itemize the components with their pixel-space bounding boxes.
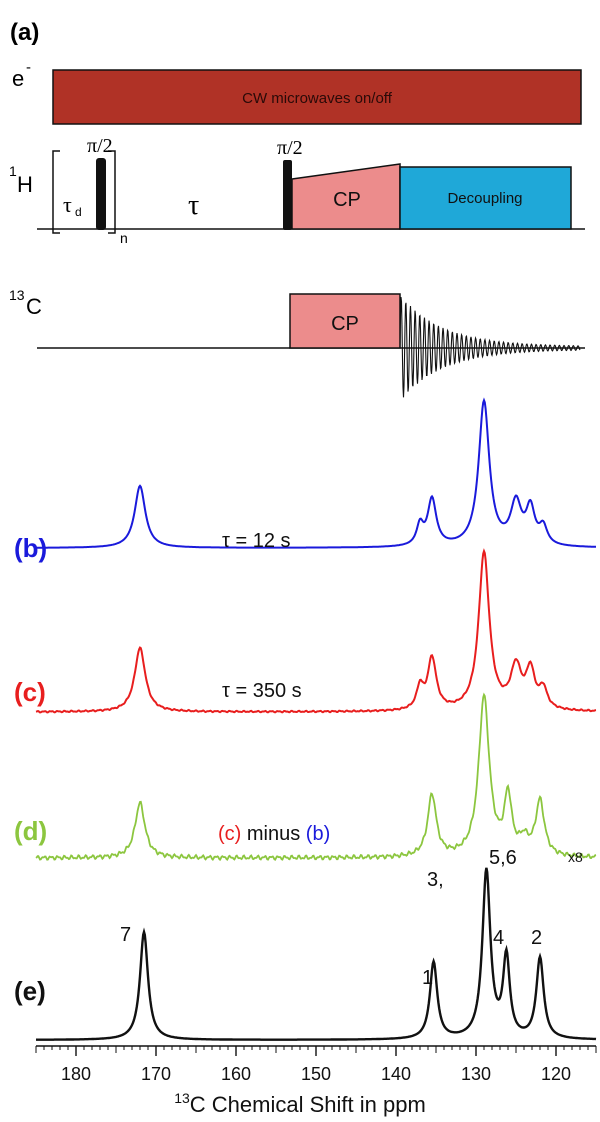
spectrum-b-annotation: τ = 12 s xyxy=(222,530,291,552)
annotation-minus: minus xyxy=(241,823,305,845)
decoupling-label: Decoupling xyxy=(447,190,522,207)
axis-label-superscript: 13 xyxy=(174,1090,190,1106)
axis-tick-label: 120 xyxy=(541,1064,571,1084)
electron-channel-superscript: - xyxy=(26,59,31,76)
spectrum-d-label: (d) xyxy=(14,816,47,846)
peak-label-7: 7 xyxy=(120,924,131,946)
axis-tick-label: 170 xyxy=(141,1064,171,1084)
scale-factor-label: x8 xyxy=(568,849,583,865)
axis-label: 13C Chemical Shift in ppm xyxy=(174,1090,426,1117)
carbon-channel-label: C xyxy=(26,294,42,319)
pi-half-pulse-2 xyxy=(283,160,292,230)
peak-label-5-6: 5,6 xyxy=(489,847,517,869)
axis-tick-label: 160 xyxy=(221,1064,251,1084)
carbon-cp-label: CP xyxy=(331,313,359,335)
carbon-channel: 13 C CP xyxy=(9,287,585,398)
fid-signal xyxy=(399,296,581,398)
spectrum-c: (c) τ = 350 s xyxy=(14,548,597,714)
panel-a-label: (a) xyxy=(10,19,39,46)
peak-label-2: 2 xyxy=(531,927,542,949)
spectrum-e-label: (e) xyxy=(14,976,46,1006)
cw-microwave-block xyxy=(52,69,582,125)
proton-channel: 1 H τ d π/2 n τ π/2 CP Decoupling xyxy=(9,135,585,246)
spectrum-c-label: (c) xyxy=(14,677,46,707)
axis-label-text: C Chemical Shift in ppm xyxy=(190,1092,426,1117)
peak-label-1: 1 xyxy=(422,967,433,989)
repeat-bracket-right xyxy=(108,150,116,234)
proton-channel-superscript: 1 xyxy=(9,163,17,179)
spectrum-d: (d) (c) minus (b) x8 xyxy=(14,692,597,865)
pi-half-pulse-1 xyxy=(96,158,106,230)
peak-label-3: 3, xyxy=(427,869,444,891)
annotation-c-ref: (c) xyxy=(218,823,241,845)
spectrum-b-label: (b) xyxy=(14,533,47,563)
spectrum-e-trace xyxy=(36,867,597,1041)
tau-d-symbol: τ xyxy=(63,192,72,217)
spectrum-d-trace xyxy=(35,692,597,862)
axis-tick-label: 150 xyxy=(301,1064,331,1084)
spectrum-d-annotation: (c) minus (b) xyxy=(218,823,330,845)
spectrum-b-trace xyxy=(36,397,596,549)
annotation-b-ref: (b) xyxy=(306,823,330,845)
axis-tick-label: 140 xyxy=(381,1064,411,1084)
carbon-cp-block xyxy=(289,293,401,349)
repeat-count-label: n xyxy=(120,230,128,246)
ppm-axis: 180 170 160 150 140 130 120 xyxy=(35,1045,597,1084)
pi-half-label-1: π/2 xyxy=(87,135,113,157)
spectrum-e: (e) 7 1 3, 5,6 4 2 xyxy=(14,847,597,1041)
axis-tick-label: 180 xyxy=(61,1064,91,1084)
tau-d-subscript: d xyxy=(75,205,82,219)
tau-delay-symbol: τ xyxy=(188,190,199,221)
electron-channel-label: e xyxy=(12,66,24,91)
decoupling-block xyxy=(399,166,572,230)
spectrum-c-annotation: τ = 350 s xyxy=(222,680,302,702)
proton-channel-label: H xyxy=(17,172,33,197)
pi-half-label-2: π/2 xyxy=(277,137,303,159)
spectrum-b: (b) τ = 12 s xyxy=(14,397,596,563)
axis-tick-label: 130 xyxy=(461,1064,491,1084)
repeat-bracket-left xyxy=(52,150,60,234)
proton-cp-label: CP xyxy=(333,189,361,211)
spectrum-c-trace xyxy=(35,548,597,714)
cw-microwave-label: CW microwaves on/off xyxy=(242,90,393,107)
peak-label-4: 4 xyxy=(493,927,504,949)
carbon-channel-superscript: 13 xyxy=(9,287,25,303)
electron-channel: e - CW microwaves on/off xyxy=(12,59,582,125)
